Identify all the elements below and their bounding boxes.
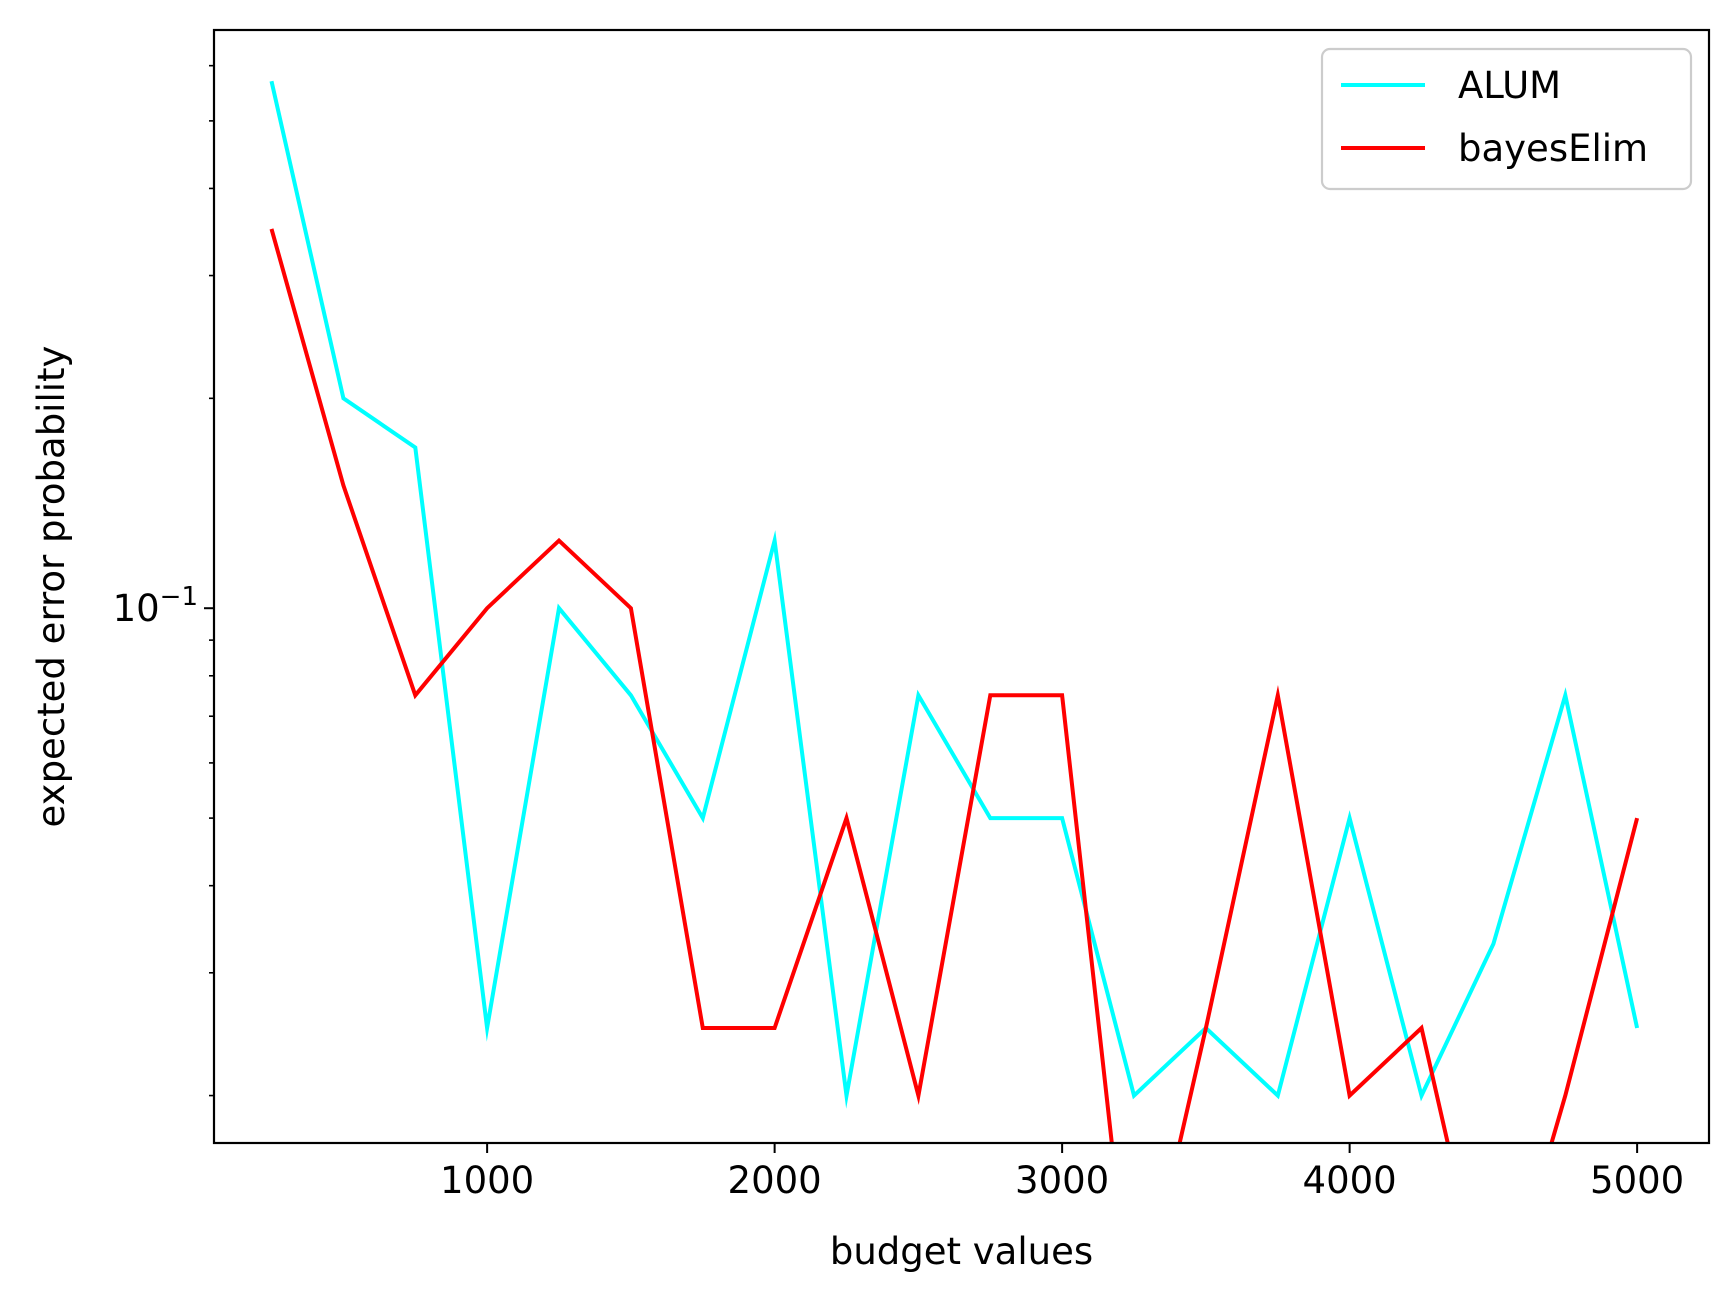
y-axis-label: expected error probability xyxy=(30,346,73,828)
x-tick-label: 3000 xyxy=(1015,1159,1109,1202)
x-tick-label: 4000 xyxy=(1303,1159,1397,1202)
axes-frame xyxy=(212,28,1711,1145)
series-line-bayeselim xyxy=(269,228,1640,1143)
y-tick-label: 10−1 xyxy=(113,582,198,630)
legend-label-bayeselim: bayesElim xyxy=(1458,127,1648,170)
x-tick-label: 2000 xyxy=(728,1159,822,1202)
x-axis-label: budget values xyxy=(830,1230,1093,1273)
x-axis-ticks: 1000 2000 3000 4000 5000 xyxy=(440,1143,1684,1202)
series-line-alum xyxy=(269,80,1640,1109)
x-tick-label: 1000 xyxy=(440,1159,534,1202)
series-layer xyxy=(269,80,1640,1143)
legend: ALUM bayesElim xyxy=(1320,47,1693,191)
x-tick-label: 5000 xyxy=(1590,1159,1684,1202)
y-axis-ticks: 10−1 xyxy=(113,64,214,1097)
plot-area xyxy=(214,30,1709,1143)
legend-label-alum: ALUM xyxy=(1458,64,1561,107)
